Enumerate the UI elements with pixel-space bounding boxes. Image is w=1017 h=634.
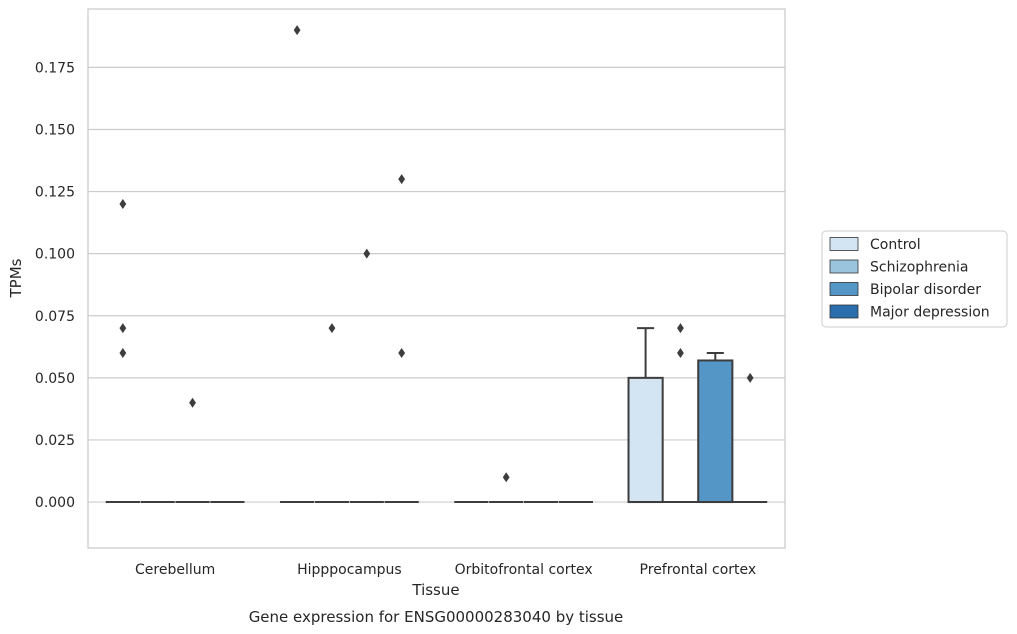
y-axis-ticks: 0.000 0.025 0.050 0.075 0.100 0.125 0.150 0.175 [35, 60, 75, 511]
y-axis-title: TPMs [7, 258, 25, 298]
legend-label: Bipolar disorder [870, 282, 981, 298]
legend-label: Major depression [870, 305, 990, 321]
box-series [105, 327, 768, 504]
outlier-points [119, 25, 754, 483]
plot-frame [87, 8, 786, 549]
legend-items: Control Schizophrenia Bipolar disorder Majo… [829, 237, 990, 321]
outlier-point [398, 174, 406, 185]
y-tick-label: 0.100 [35, 247, 75, 263]
box [627, 376, 664, 504]
box [697, 359, 734, 504]
chart-caption: Gene expression for ENSG00000283040 by t… [249, 608, 624, 626]
x-axis-title: Tissue [411, 581, 459, 599]
outlier-point [119, 198, 127, 209]
y-tick-label: 0.175 [35, 60, 75, 76]
y-tick-label: 0.075 [35, 309, 75, 325]
y-tick-label: 0.025 [35, 433, 75, 449]
y-tick-label: 0.125 [35, 185, 75, 201]
x-axis-ticks: Cerebellum Hipppocampus Orbitofrontal cort… [135, 562, 756, 578]
legend: Control Schizophrenia Bipolar disorder Majo… [821, 230, 1008, 328]
outlier-point [677, 348, 684, 359]
legend-swatch [829, 237, 859, 251]
outlier-point [502, 472, 510, 483]
legend-swatch [829, 282, 859, 296]
legend-swatch [829, 259, 859, 274]
x-tick-label: Orbitofrontal cortex [455, 562, 593, 578]
legend-label: Control [870, 237, 921, 253]
legend-frame [821, 230, 1008, 328]
outlier-point [119, 323, 127, 334]
outlier-point [746, 372, 754, 383]
x-tick-label: Cerebellum [135, 562, 215, 578]
outlier-point [189, 397, 196, 408]
outlier-point [293, 25, 301, 36]
outlier-point [398, 348, 406, 359]
plot-area: 0.000 0.025 0.050 0.075 0.100 0.125 0.150 0.175… [35, 8, 786, 578]
x-tick-label: Hipppocampus [297, 562, 402, 578]
outlier-point [119, 348, 127, 359]
outlier-point [677, 323, 684, 334]
outlier-point [363, 248, 371, 259]
legend-label: Schizophrenia [870, 260, 968, 276]
y-tick-label: 0.050 [35, 371, 75, 387]
y-tick-label: 0.000 [35, 495, 75, 511]
outlier-point [328, 323, 336, 334]
y-tick-label: 0.150 [35, 122, 75, 138]
gridlines [88, 66, 785, 503]
x-tick-label: Prefrontal cortex [640, 562, 757, 578]
legend-swatch [829, 304, 859, 319]
